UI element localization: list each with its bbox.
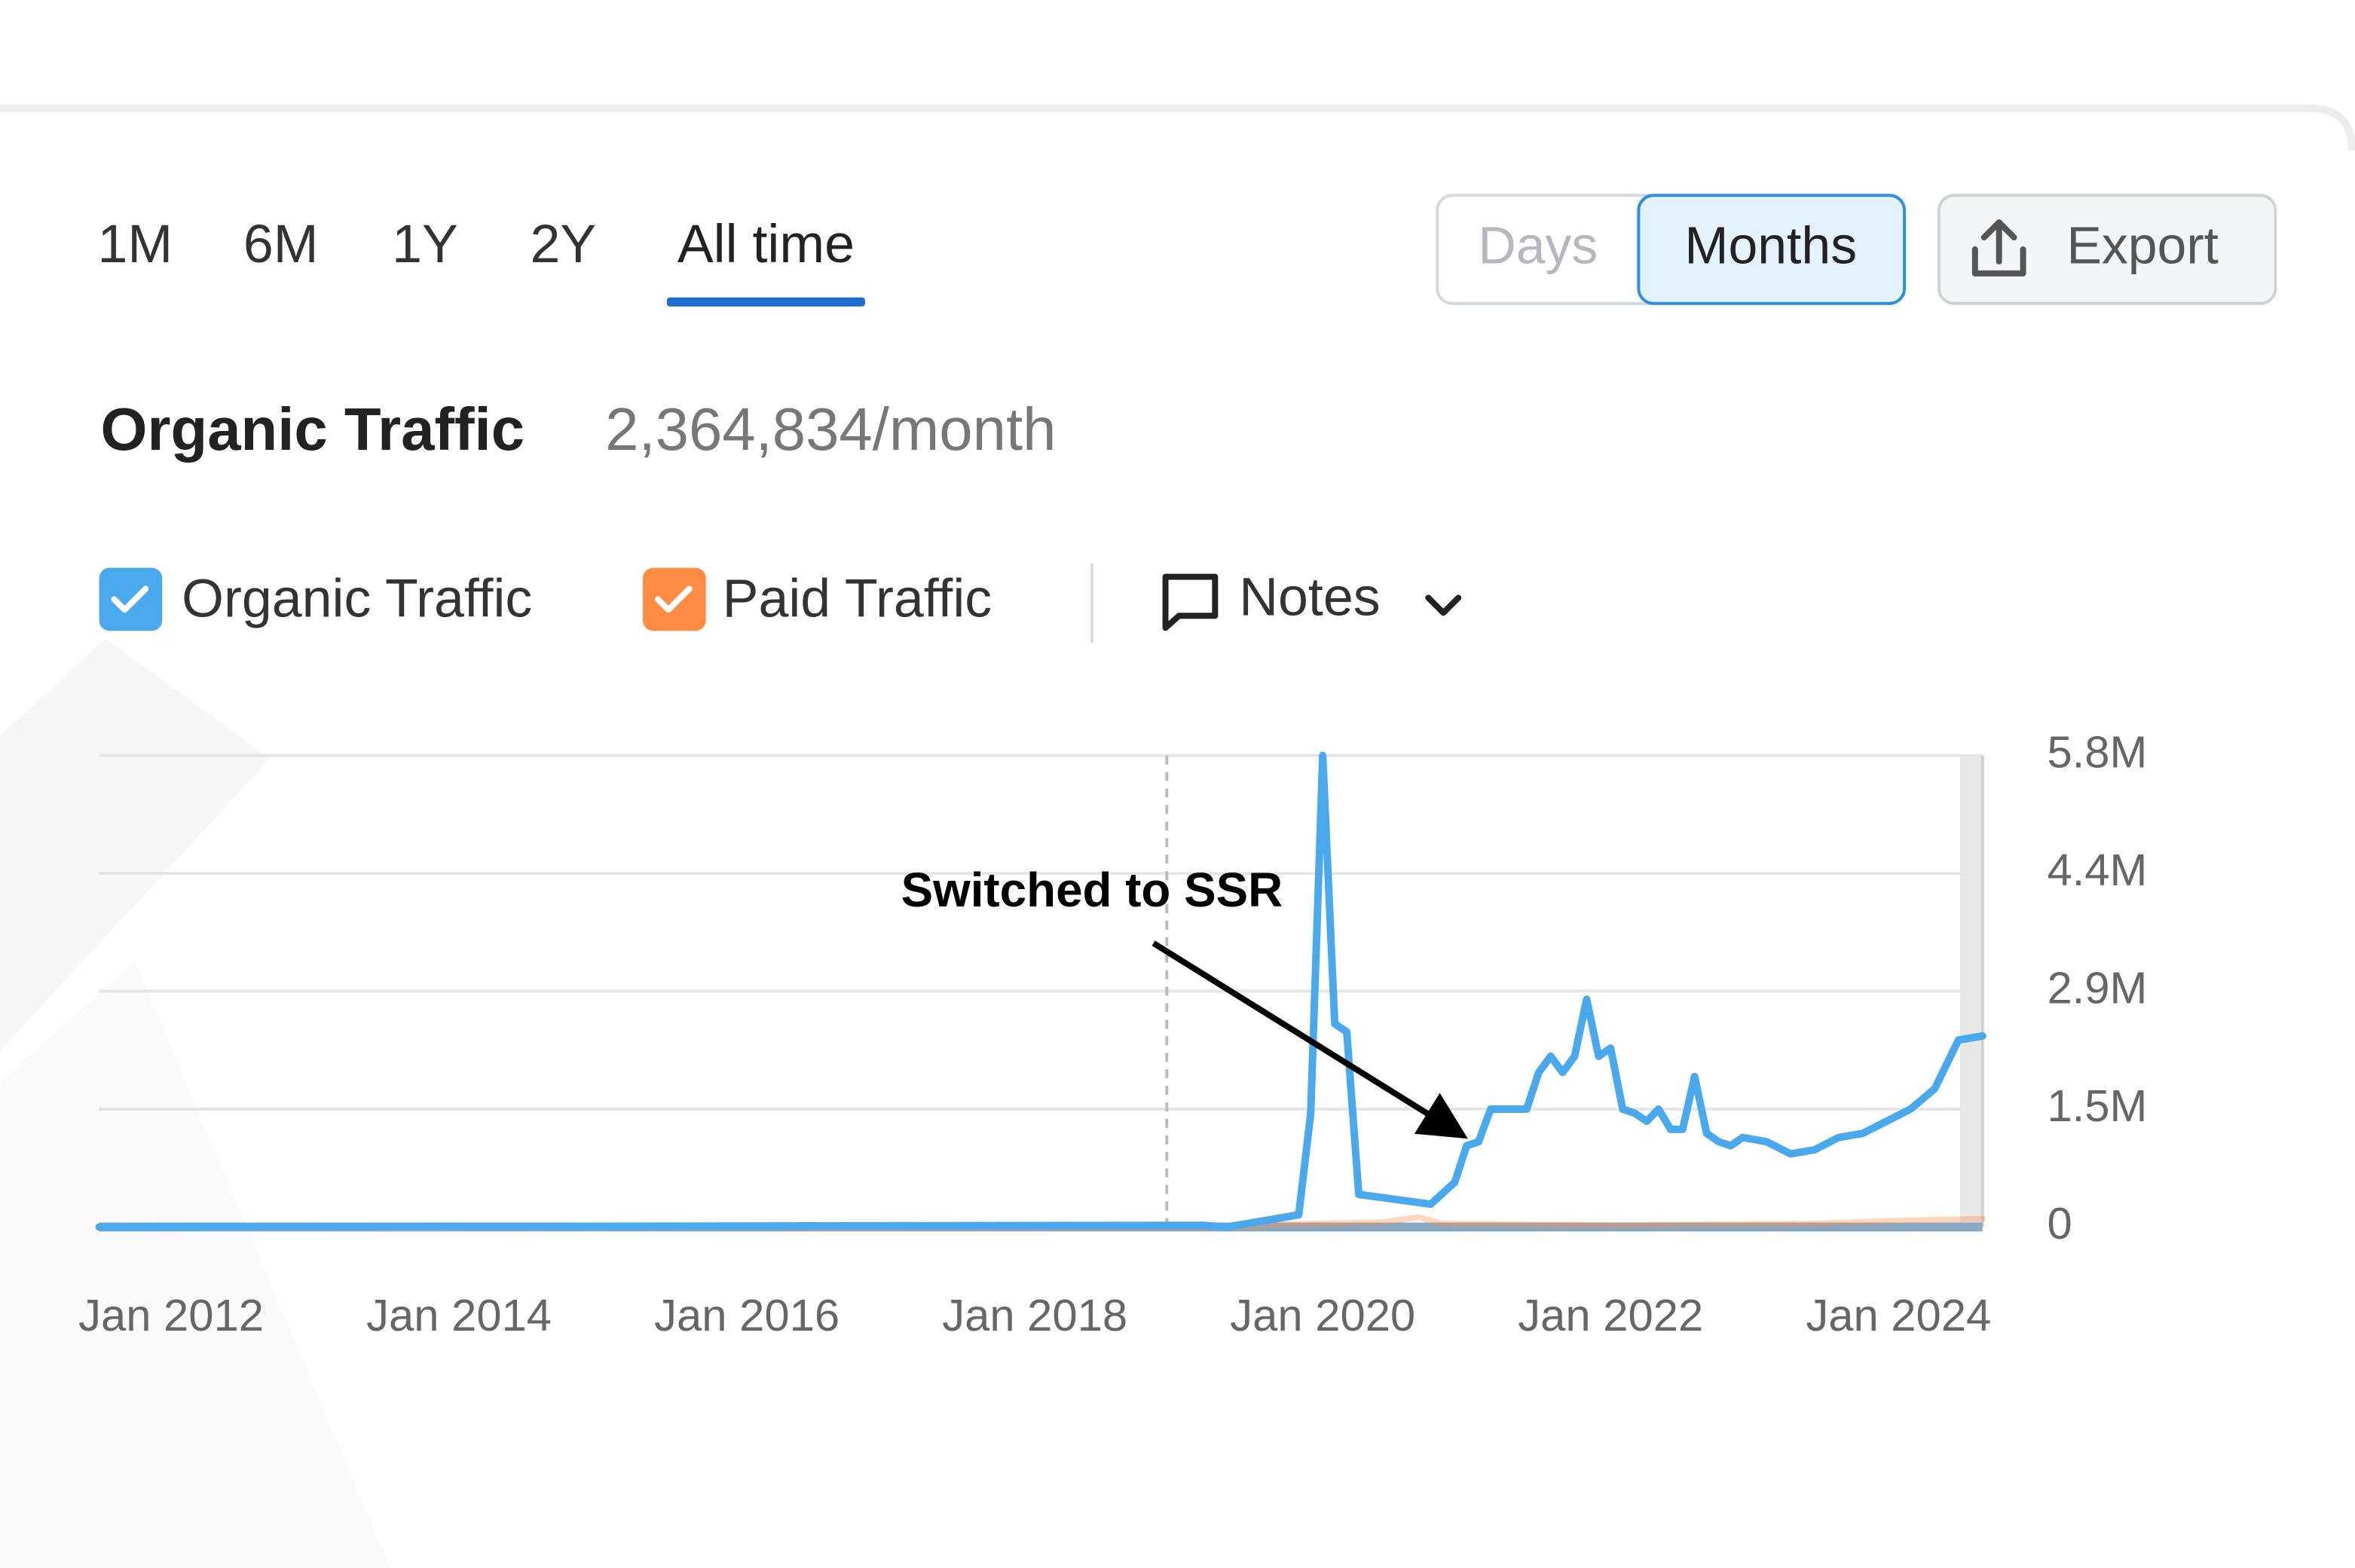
export-icon: [1971, 219, 2026, 277]
x-tick-label: Jan 2012: [78, 1290, 264, 1340]
period-tab[interactable]: 1M: [98, 214, 173, 274]
legend-label[interactable]: Paid Traffic: [723, 568, 992, 628]
x-tick-label: Jan 2024: [1806, 1290, 1991, 1340]
legend-checkbox[interactable]: [642, 567, 706, 631]
x-tick-label: Jan 2020: [1230, 1290, 1415, 1340]
y-tick-label: 0: [2047, 1198, 2072, 1249]
period-tabs: 1M 6M 1Y 2Y All time: [98, 214, 865, 307]
y-tick-label: 2.9M: [2047, 962, 2147, 1013]
legend: Organic Traffic Paid Traffic Notes: [99, 563, 1462, 643]
legend-checkbox[interactable]: [99, 567, 163, 631]
period-tab[interactable]: 2Y: [530, 214, 596, 274]
y-tick-label: 4.4M: [2047, 845, 2147, 895]
metric-title: Organic Traffic: [101, 396, 525, 463]
toggle-option[interactable]: Days: [1478, 215, 1598, 274]
check-icon: [654, 585, 693, 613]
toggle-selected: [1637, 194, 1907, 305]
series-line: [96, 1214, 1986, 1230]
button-label[interactable]: Export: [2066, 215, 2219, 274]
check-icon: [111, 585, 149, 613]
notes-icon: [1162, 573, 1219, 631]
dropdown-chevron[interactable]: [1425, 594, 1462, 616]
export-button[interactable]: Export: [1937, 194, 2277, 305]
y-tick-label: 5.8M: [2047, 726, 2147, 777]
annotation-arrow: [1152, 940, 1468, 1139]
granularity-toggle: Days Months: [1436, 194, 1907, 305]
period-tab[interactable]: 1Y: [392, 214, 458, 274]
bg-decoration: [0, 961, 391, 1568]
x-tick-label: Jan 2016: [654, 1290, 840, 1340]
metric-value: 2,364,834/month: [605, 396, 1056, 463]
period-tab[interactable]: All time: [677, 214, 855, 274]
notes-label[interactable]: Notes: [1239, 567, 1380, 627]
bg-decoration: [0, 638, 271, 1052]
chart: 0 1.5M 2.9M 4.4M 5.8M Jan 2012 Jan 2014 Jan 201…: [78, 726, 2147, 1340]
x-tick-label: Jan 2014: [366, 1290, 552, 1340]
card-border: [0, 104, 2355, 151]
tab-underline: [666, 297, 865, 307]
toggle-option[interactable]: Months: [1684, 215, 1857, 274]
legend-label[interactable]: Organic Traffic: [182, 568, 532, 628]
annotation: Switched to SSR: [901, 863, 1283, 917]
x-tick-label: Jan 2018: [942, 1290, 1127, 1340]
x-tick-label: Jan 2022: [1518, 1290, 1703, 1340]
current-period-shade: [1959, 755, 1983, 1227]
period-tab[interactable]: 6M: [243, 214, 319, 274]
series-line: [95, 751, 1986, 1231]
y-tick-label: 1.5M: [2047, 1080, 2147, 1131]
